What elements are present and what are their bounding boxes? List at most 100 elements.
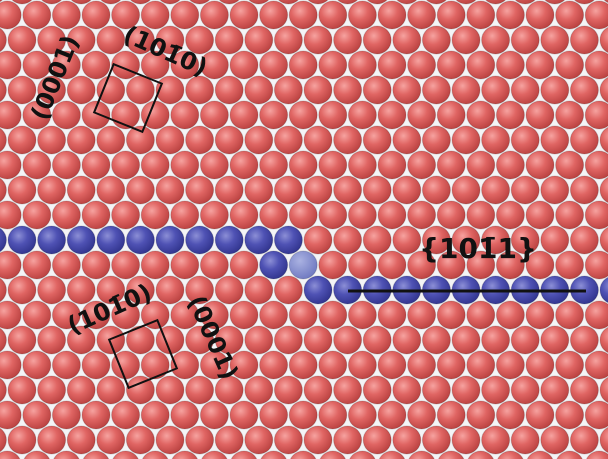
atom [186,426,214,454]
atom [408,151,436,179]
atom [97,126,125,154]
atom [408,51,436,79]
atom [245,76,273,104]
atom [482,76,510,104]
atom [97,226,125,254]
atom [511,426,539,454]
atom [408,301,436,329]
atom [97,76,125,104]
atom [496,101,524,129]
atom [260,401,288,429]
atom [82,1,110,29]
atom [319,251,347,279]
atom [363,176,391,204]
atom [260,51,288,79]
atom [52,1,80,29]
atom [585,301,608,329]
atom [230,251,258,279]
atom [363,326,391,354]
atom [570,176,598,204]
atom [245,426,273,454]
atom [260,1,288,29]
atom [186,126,214,154]
atom [467,151,495,179]
atom [274,76,302,104]
atom [556,301,584,329]
atom [126,76,154,104]
atom [526,301,554,329]
atom [67,126,95,154]
atom [200,401,228,429]
atom [585,151,608,179]
atom [245,376,273,404]
atom [408,401,436,429]
atom [408,1,436,29]
atom [260,301,288,329]
atom [52,351,80,379]
atom [437,151,465,179]
atom [437,201,465,229]
atom [126,226,154,254]
atom [541,226,569,254]
atom [482,326,510,354]
atom [496,151,524,179]
atom [67,76,95,104]
atom [482,176,510,204]
atom [348,301,376,329]
atom [334,426,362,454]
atom [378,151,406,179]
atom [556,1,584,29]
atom [38,176,66,204]
atom [570,326,598,354]
atom [570,426,598,454]
atom [526,401,554,429]
atom [215,276,243,304]
atom [556,351,584,379]
atom [171,251,199,279]
atom [230,51,258,79]
atom [82,401,110,429]
atom [141,401,169,429]
atom [319,201,347,229]
figure: (0001) (101̄0) (101̄0) (0001) {101̄1} [0,0,608,459]
atom [67,226,95,254]
atom [570,126,598,154]
atom [67,376,95,404]
atom [452,426,480,454]
atom [363,126,391,154]
atom [585,401,608,429]
atom [260,151,288,179]
atom [200,101,228,129]
atom [334,126,362,154]
atom [23,1,51,29]
atom [141,351,169,379]
atom [570,76,598,104]
atom [348,101,376,129]
atom [393,176,421,204]
atom [274,226,302,254]
atom [112,251,140,279]
atom [8,26,36,54]
atom [245,226,273,254]
atom [570,376,598,404]
atom [186,176,214,204]
atom [556,51,584,79]
atom [467,301,495,329]
atom [585,201,608,229]
atom [8,376,36,404]
atom [304,326,332,354]
atom [467,51,495,79]
atom [496,301,524,329]
atom [437,351,465,379]
atom [393,326,421,354]
atom [556,251,584,279]
atom [585,51,608,79]
atom [348,201,376,229]
atom [348,51,376,79]
atom [467,101,495,129]
atom [289,201,317,229]
atom [526,351,554,379]
atom [422,26,450,54]
atom [38,226,66,254]
atom [408,351,436,379]
